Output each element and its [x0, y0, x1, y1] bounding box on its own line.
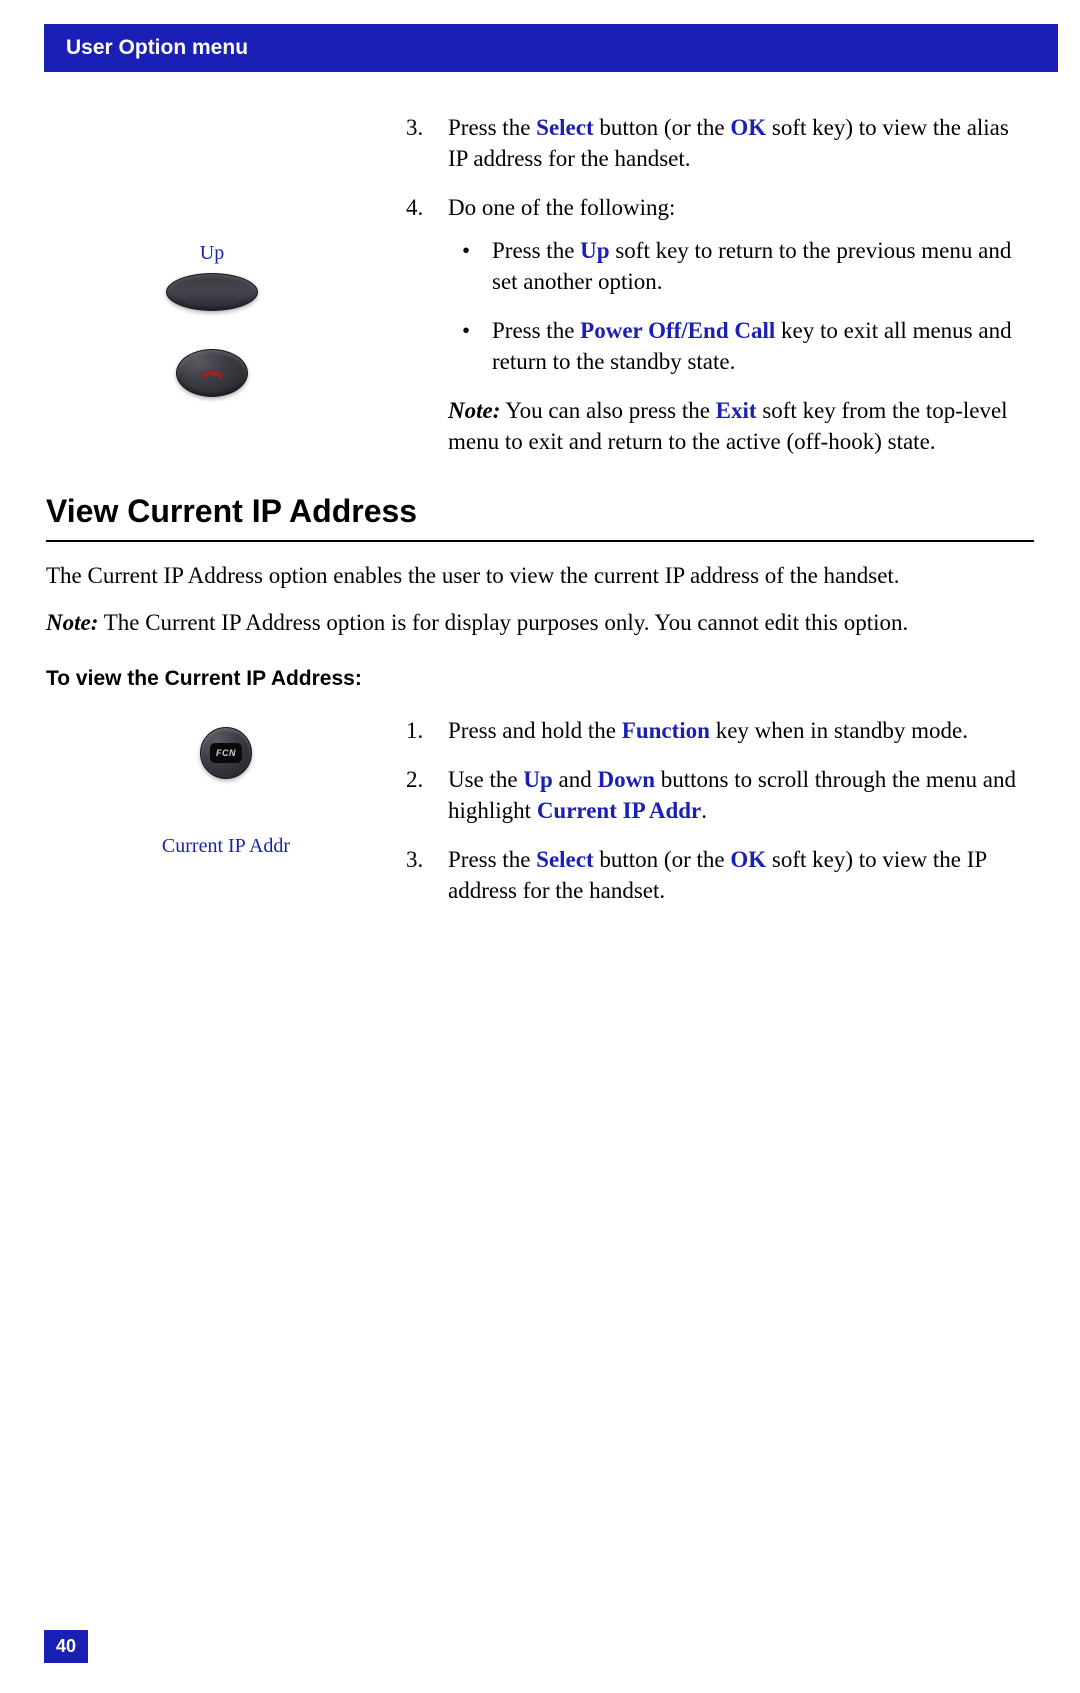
down-keyword: Down	[598, 767, 656, 792]
bstep-2: Use the Up and Down buttons to scroll th…	[406, 764, 1034, 826]
section-title: View Current IP Address	[46, 493, 1034, 530]
section-note: Note: The Current IP Address option is f…	[46, 607, 1034, 638]
select-keyword: Select	[536, 115, 593, 140]
ok-keyword: OK	[730, 115, 766, 140]
current-ip-addr-keyword: Current IP Addr	[537, 798, 701, 823]
page-content: Up Press the Select button (or the OK so…	[0, 72, 1080, 924]
current-ip-addr-label: Current IP Addr	[46, 835, 406, 858]
bottom-steps-list: Press and hold the Function key when in …	[406, 715, 1034, 906]
section-para-1: The Current IP Address option enables th…	[46, 560, 1034, 591]
top-steps-list: Press the Select button (or the OK soft …	[406, 112, 1034, 377]
subsection-heading: To view the Current IP Address:	[46, 667, 1034, 691]
power-off-keyword: Power Off/End Call	[580, 318, 775, 343]
select-keyword-2: Select	[536, 847, 593, 872]
up-softkey-label: Up	[166, 242, 258, 265]
button-group-top: Up	[166, 242, 258, 397]
fcn-group: FCN Current IP Addr	[46, 727, 406, 858]
bottom-steps-column: Press and hold the Function key when in …	[406, 715, 1034, 924]
up-keyword: Up	[580, 238, 609, 263]
up-keyword-2: Up	[523, 767, 552, 792]
select-button-icon	[166, 273, 258, 311]
bstep-1: Press and hold the Function key when in …	[406, 715, 1034, 746]
top-note: Note: You can also press the Exit soft k…	[406, 395, 1034, 457]
top-button-illustration: Up	[46, 112, 406, 457]
note-label: Note:	[448, 398, 500, 423]
step-4-sublist: Press the Up soft key to return to the p…	[448, 235, 1034, 377]
end-call-button-icon	[176, 349, 248, 397]
step-3: Press the Select button (or the OK soft …	[406, 112, 1034, 174]
page-number: 40	[44, 1630, 88, 1663]
page-header: User Option menu	[44, 24, 1058, 72]
function-keyword: Function	[622, 718, 710, 743]
bottom-instruction-block: FCN Current IP Addr Press and hold the F…	[46, 715, 1034, 924]
fcn-illustration: FCN Current IP Addr	[46, 715, 406, 924]
top-steps-column: Press the Select button (or the OK soft …	[406, 112, 1034, 457]
top-instruction-block: Up Press the Select button (or the OK so…	[46, 112, 1034, 457]
ok-keyword-2: OK	[730, 847, 766, 872]
fcn-button-icon: FCN	[200, 727, 252, 779]
step-4: Do one of the following: Press the Up so…	[406, 192, 1034, 377]
section-rule	[46, 540, 1034, 542]
step-4-sub-2: Press the Power Off/End Call key to exit…	[448, 315, 1034, 377]
step-4-sub-1: Press the Up soft key to return to the p…	[448, 235, 1034, 297]
exit-keyword: Exit	[716, 398, 757, 423]
bstep-3: Press the Select button (or the OK soft …	[406, 844, 1034, 906]
fcn-button-label: FCN	[210, 743, 242, 763]
section-note-label: Note:	[46, 610, 98, 635]
header-title: User Option menu	[66, 36, 248, 59]
